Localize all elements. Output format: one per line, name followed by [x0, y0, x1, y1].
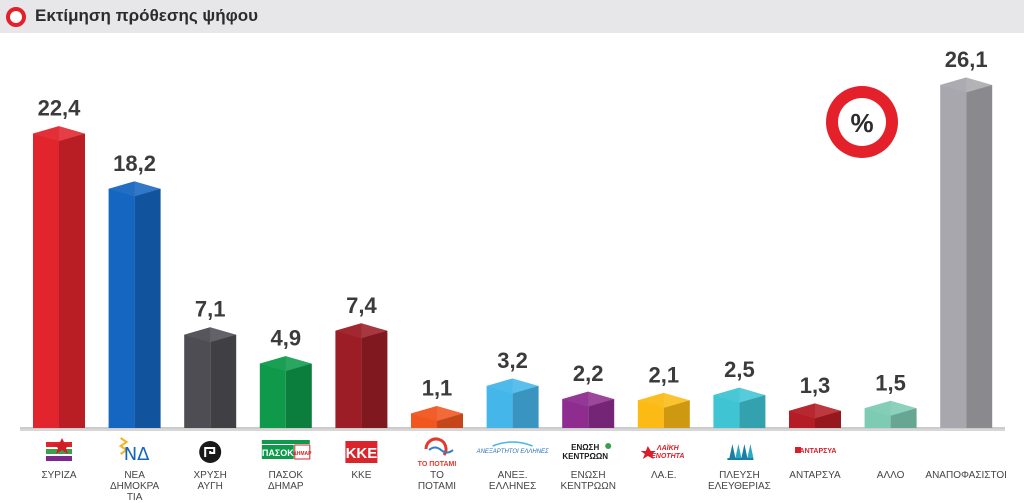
logo-plefsi-icon: [727, 444, 754, 460]
logo-syriza-icon: [46, 438, 72, 461]
svg-text:ΑΝΤΑΡΣΥΑ: ΑΝΤΑΡΣΥΑ: [800, 448, 837, 455]
bar-top-left: [486, 378, 513, 394]
svg-text:ΕΝΟΤΗΤΑ: ΕΝΟΤΗΤΑ: [651, 453, 684, 460]
bar-group-1: 18,2 ΝΕΑ ΔΗΜΟΚΡΑ ΤΙΑ ΝΔ: [108, 151, 161, 503]
value-label: 7,1: [195, 297, 226, 322]
bar-group-6: 3,2 ΑΝΕΞ. ΕΛΛΗΝΕΣ ΑΝΕΞΑΡΤΗΤΟΙ ΕΛΛΗΝΕΣ: [476, 348, 549, 492]
value-label: 4,9: [271, 326, 302, 351]
logo-kke-icon: ΚΚΕ: [345, 441, 378, 463]
svg-text:ΛΑΪΚΗ: ΛΑΪΚΗ: [656, 444, 680, 452]
logo-nd-icon: ΝΔ: [118, 437, 150, 465]
percent-badge-text: %: [850, 108, 873, 138]
value-label: 18,2: [113, 151, 156, 176]
logo-antarsya-icon: ΑΝΤΑΡΣΥΑ: [795, 447, 836, 455]
bar-top-left: [411, 406, 437, 422]
logo-potami-icon: ΤΟ ΠΟΤΑΜΙ: [418, 437, 457, 468]
value-label: 1,5: [875, 370, 906, 395]
bar-group-5: 1,1 ΤΟ ΠΟΤΑΜΙ ΤΟ ΠΟΤΑΜΙ: [411, 376, 463, 492]
value-label: 1,3: [800, 373, 831, 398]
bar-side: [512, 385, 539, 428]
bar-side: [134, 188, 161, 428]
value-label: 26,1: [945, 47, 988, 72]
bar-group-9: 2,5 ΠΛΕΥΣΗ ΕΛΕΥΘΕΡΙΑΣ: [708, 357, 771, 492]
bar: [184, 334, 211, 428]
category-label: ΠΑΣΟΚ ΔΗΜΑΡ: [268, 470, 304, 492]
bar-top-left: [259, 356, 286, 372]
chart-title: Εκτίμηση πρόθεσης ψήφου: [35, 6, 259, 25]
chart-header: Εκτίμηση πρόθεσης ψήφου: [0, 0, 1024, 33]
category-label: ΧΡΥΣΗ ΑΥΓΗ: [193, 470, 226, 492]
bar-top-left: [713, 387, 740, 403]
bar-top-left: [108, 181, 135, 197]
bar-side: [285, 363, 312, 428]
value-label: 7,4: [346, 293, 377, 318]
bar: [259, 363, 286, 428]
category-label: ΠΛΕΥΣΗ ΕΛΕΥΘΕΡΙΑΣ: [708, 470, 771, 492]
category-label: ΤΟ ΠΟΤΑΜΙ: [418, 470, 456, 492]
value-label: 3,2: [497, 348, 528, 373]
bar-group-2: 7,1 ΧΡΥΣΗ ΑΥΓΗ: [184, 297, 237, 492]
bar-group-10: 1,3 ΑΝΤΑΡΣΥΑ ΑΝΤΑΡΣΥΑ: [789, 373, 841, 481]
bar-side: [210, 334, 237, 428]
bar-top-left: [789, 403, 815, 419]
value-label: 2,1: [649, 362, 680, 387]
bar-chart: 22,4 ΣΥΡΙΖΑ 18,2 ΝΕΑ ΔΗΜΟΚΡΑ ΤΙΑ ΝΔ 7,1 ΧΡΥΣΗ ΑΥΓ…: [20, 47, 1007, 503]
svg-text:ΤΟ ΠΟΤΑΜΙ: ΤΟ ΠΟΤΑΜΙ: [418, 461, 457, 468]
bar-group-0: 22,4 ΣΥΡΙΖΑ: [33, 96, 85, 481]
category-label: ΣΥΡΙΖΑ: [41, 470, 76, 481]
svg-text:ΚΕΝΤΡΩΩΝ: ΚΕΝΤΡΩΩΝ: [562, 452, 608, 461]
svg-text:ΕΝΩΣΗ: ΕΝΩΣΗ: [571, 443, 599, 452]
svg-text:ΚΚΕ: ΚΚΕ: [346, 445, 378, 462]
bar: [108, 188, 135, 428]
bar-top-left: [864, 400, 891, 416]
category-label: ΕΝΩΣΗ ΚΕΝΤΡΩΩΝ: [560, 470, 616, 492]
bar-top-left: [184, 327, 211, 343]
bar-top-left: [637, 392, 664, 408]
bar-top-left: [33, 126, 59, 142]
category-label: ΝΕΑ ΔΗΜΟΚΡΑ ΤΙΑ: [110, 470, 160, 503]
category-label: ΑΝΤΑΡΣΥΑ: [789, 470, 841, 481]
svg-text:ΔΗΜΑΡ: ΔΗΜΑΡ: [293, 451, 312, 457]
value-label: 22,4: [38, 96, 82, 121]
value-label: 1,1: [422, 376, 453, 401]
logo-xa-icon: [199, 441, 222, 463]
svg-text:ΝΔ: ΝΔ: [124, 444, 150, 465]
bar: [486, 385, 513, 428]
logo-anel-icon: ΑΝΕΞΑΡΤΗΤΟΙ ΕΛΛΗΝΕΣ: [476, 441, 549, 455]
bar-group-11: 1,5 ΑΛΛΟ: [864, 370, 917, 481]
category-label: ΑΝΑΠΟΦΑΣΙΣΤΟΙ: [925, 470, 1007, 481]
bar: [33, 133, 59, 428]
bar-group-12: 26,1 ΑΝΑΠΟΦΑΣΙΣΤΟΙ: [925, 47, 1007, 481]
bar: [940, 85, 967, 428]
bar-side: [966, 85, 993, 428]
bar-top-left: [562, 391, 589, 407]
value-label: 2,2: [573, 361, 604, 386]
logo-pasok-icon: ΠΑΣΟΚ ΔΗΜΑΡ: [261, 440, 312, 460]
category-label: ΑΝΕΞ. ΕΛΛΗΝΕΣ: [489, 470, 536, 492]
header-bullet-icon: [6, 7, 26, 27]
category-label: ΑΛΛΟ: [877, 470, 905, 481]
bar-side: [361, 330, 388, 428]
percent-badge-inner: [838, 98, 886, 146]
svg-text:ΠΑΣΟΚ: ΠΑΣΟΚ: [262, 448, 294, 458]
category-label: ΚΚΕ: [351, 470, 371, 481]
bar-side: [59, 133, 85, 428]
bar-top-left: [335, 323, 362, 339]
bar-group-4: 7,4 ΚΚΕ ΚΚΕ: [335, 293, 388, 481]
bar: [335, 330, 362, 428]
bar-top-left: [940, 77, 967, 93]
svg-text:ΑΝΕΞΑΡΤΗΤΟΙ ΕΛΛΗΝΕΣ: ΑΝΕΞΑΡΤΗΤΟΙ ΕΛΛΗΝΕΣ: [476, 449, 549, 455]
percent-badge: %: [826, 86, 898, 158]
category-label: ΛΑ.Ε.: [651, 470, 677, 481]
value-label: 2,5: [724, 357, 755, 382]
